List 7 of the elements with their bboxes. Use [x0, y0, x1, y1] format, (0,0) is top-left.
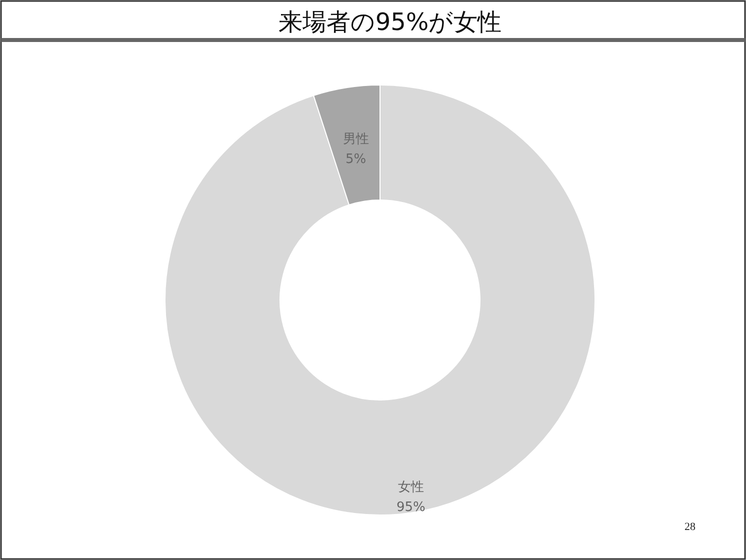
- donut-slice: [164, 84, 596, 516]
- data-label: 5%: [345, 152, 366, 167]
- data-label: 95%: [396, 500, 426, 516]
- slice-label: 男性: [342, 132, 369, 147]
- text: 28: [684, 521, 696, 533]
- slice-label: 女性: [398, 480, 424, 496]
- chart-title: 来場者の95%が女性: [278, 8, 502, 36]
